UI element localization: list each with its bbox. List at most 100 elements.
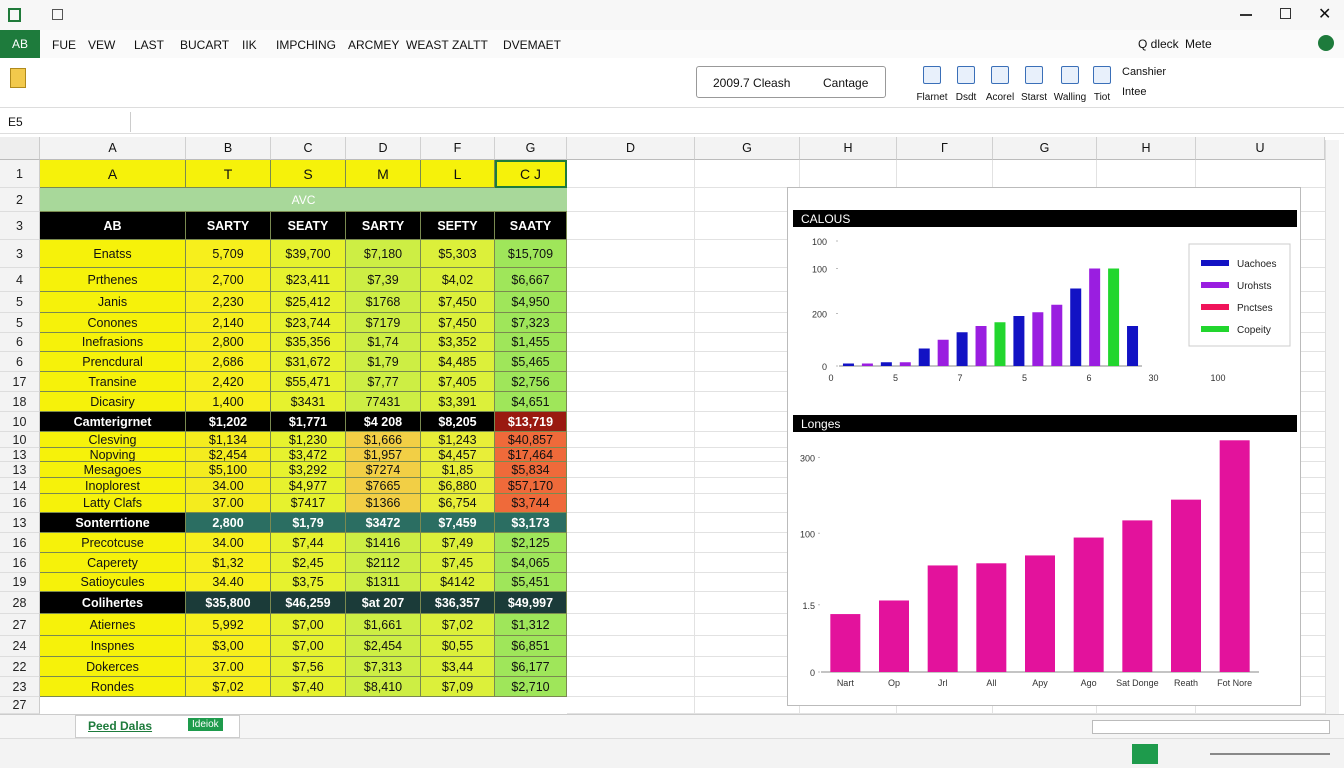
cell[interactable]: $7,313 bbox=[346, 657, 421, 677]
search[interactable]: Q dleck bbox=[1138, 37, 1179, 51]
zoom-slider[interactable] bbox=[1210, 753, 1330, 755]
cell[interactable]: $1,312 bbox=[495, 614, 567, 636]
cell[interactable]: 2,230 bbox=[186, 292, 271, 313]
cell[interactable]: Dokerces bbox=[40, 657, 186, 677]
cell[interactable]: $7274 bbox=[346, 462, 421, 478]
cell[interactable]: $17,464 bbox=[495, 448, 567, 462]
cell[interactable]: Caperety bbox=[40, 553, 186, 573]
cell[interactable]: $23,744 bbox=[271, 313, 346, 333]
cell[interactable]: $1,230 bbox=[271, 432, 346, 448]
cell[interactable]: $6,177 bbox=[495, 657, 567, 677]
cell[interactable]: $2,710 bbox=[495, 677, 567, 697]
column-title[interactable]: SARTY bbox=[346, 212, 421, 240]
cell[interactable]: $1,771 bbox=[271, 412, 346, 432]
cell[interactable]: $25,412 bbox=[271, 292, 346, 313]
cell[interactable]: $1,134 bbox=[186, 432, 271, 448]
cell[interactable]: $2,756 bbox=[495, 372, 567, 392]
column-title[interactable]: SEFTY bbox=[421, 212, 495, 240]
cell[interactable]: $3,173 bbox=[495, 513, 567, 533]
save-icon[interactable] bbox=[52, 9, 63, 20]
cell[interactable]: $4 208 bbox=[346, 412, 421, 432]
ribbon-tab[interactable]: VEW bbox=[88, 38, 116, 52]
cell[interactable]: Clesving bbox=[40, 432, 186, 448]
cell[interactable]: $7,45 bbox=[421, 553, 495, 573]
cell[interactable]: $7,02 bbox=[186, 677, 271, 697]
profile-icon[interactable] bbox=[1318, 35, 1334, 51]
close[interactable]: ✕ bbox=[1318, 6, 1332, 23]
cell[interactable]: Latty Clafs bbox=[40, 494, 186, 513]
cell[interactable]: 2,686 bbox=[186, 352, 271, 372]
button-icon[interactable] bbox=[1025, 66, 1043, 84]
app-tab[interactable]: AB bbox=[0, 30, 40, 58]
cell[interactable]: $8,410 bbox=[346, 677, 421, 697]
cell[interactable]: Satioycules bbox=[40, 573, 186, 592]
cell[interactable]: $35,356 bbox=[271, 333, 346, 352]
cell[interactable]: $36,357 bbox=[421, 592, 495, 614]
cell[interactable]: Dicasiry bbox=[40, 392, 186, 412]
cell[interactable]: $7,56 bbox=[271, 657, 346, 677]
cell[interactable]: $7,00 bbox=[271, 636, 346, 657]
cell[interactable]: $3,00 bbox=[186, 636, 271, 657]
cell[interactable]: $15,709 bbox=[495, 240, 567, 268]
column-title[interactable]: AB bbox=[40, 212, 186, 240]
cell[interactable]: $at 207 bbox=[346, 592, 421, 614]
cell[interactable]: $31,672 bbox=[271, 352, 346, 372]
cell[interactable]: Camterigrnet bbox=[40, 412, 186, 432]
cell[interactable]: $1311 bbox=[346, 573, 421, 592]
cell[interactable]: $7,450 bbox=[421, 313, 495, 333]
cell[interactable]: $7,450 bbox=[421, 292, 495, 313]
cell[interactable]: $4,457 bbox=[421, 448, 495, 462]
cell[interactable]: $8,205 bbox=[421, 412, 495, 432]
cell[interactable]: Mesagoes bbox=[40, 462, 186, 478]
button-label[interactable]: Starst bbox=[1020, 92, 1048, 103]
button-label[interactable]: Acorel bbox=[985, 92, 1015, 103]
cell[interactable]: $1,79 bbox=[346, 352, 421, 372]
cell[interactable]: $6,754 bbox=[421, 494, 495, 513]
cell[interactable]: $1,666 bbox=[346, 432, 421, 448]
cell[interactable]: $1768 bbox=[346, 292, 421, 313]
cell[interactable]: $4,977 bbox=[271, 478, 346, 494]
cell[interactable]: $4,950 bbox=[495, 292, 567, 313]
cell[interactable]: Sonterrtione bbox=[40, 513, 186, 533]
sheet-tab[interactable]: Ideiok bbox=[188, 718, 223, 731]
cell[interactable]: $4,065 bbox=[495, 553, 567, 573]
cell[interactable]: $3,75 bbox=[271, 573, 346, 592]
cell[interactable]: Transine bbox=[40, 372, 186, 392]
cell[interactable]: $2,454 bbox=[346, 636, 421, 657]
cell[interactable]: $49,997 bbox=[495, 592, 567, 614]
cell[interactable]: $2,125 bbox=[495, 533, 567, 553]
cell[interactable]: $3472 bbox=[346, 513, 421, 533]
cell[interactable]: $1416 bbox=[346, 533, 421, 553]
cell[interactable]: $1,243 bbox=[421, 432, 495, 448]
cell[interactable]: $1,202 bbox=[186, 412, 271, 432]
cell[interactable]: 77431 bbox=[346, 392, 421, 412]
cell[interactable]: $7,44 bbox=[271, 533, 346, 553]
cell[interactable]: $1,74 bbox=[346, 333, 421, 352]
name-box[interactable]: E5 bbox=[8, 115, 23, 129]
ribbon-tab[interactable]: ARCMEY bbox=[348, 38, 400, 52]
button-icon[interactable] bbox=[923, 66, 941, 84]
cell[interactable]: $5,100 bbox=[186, 462, 271, 478]
ribbon-tab[interactable]: IIK bbox=[242, 38, 257, 52]
cell[interactable]: $1,85 bbox=[421, 462, 495, 478]
cell[interactable]: $46,259 bbox=[271, 592, 346, 614]
cell[interactable]: $3,391 bbox=[421, 392, 495, 412]
v-scrollbar[interactable] bbox=[1325, 140, 1339, 714]
cell[interactable]: $3431 bbox=[271, 392, 346, 412]
button-label[interactable]: Walling bbox=[1053, 92, 1087, 103]
cell[interactable]: 34.00 bbox=[186, 533, 271, 553]
cell[interactable]: $7,00 bbox=[271, 614, 346, 636]
cell[interactable]: 1,400 bbox=[186, 392, 271, 412]
cell[interactable]: Inspnes bbox=[40, 636, 186, 657]
dropdown[interactable]: Canshier bbox=[1122, 66, 1167, 78]
button-label[interactable]: Dsdt bbox=[955, 92, 977, 103]
cell[interactable]: $7,49 bbox=[421, 533, 495, 553]
cell[interactable]: Colihertes bbox=[40, 592, 186, 614]
cell[interactable]: 37.00 bbox=[186, 494, 271, 513]
cell[interactable]: $1366 bbox=[346, 494, 421, 513]
cell[interactable]: $7,09 bbox=[421, 677, 495, 697]
cell[interactable]: $7,39 bbox=[346, 268, 421, 292]
cell[interactable]: $5,465 bbox=[495, 352, 567, 372]
cell[interactable]: 2,700 bbox=[186, 268, 271, 292]
cell[interactable]: 2,140 bbox=[186, 313, 271, 333]
